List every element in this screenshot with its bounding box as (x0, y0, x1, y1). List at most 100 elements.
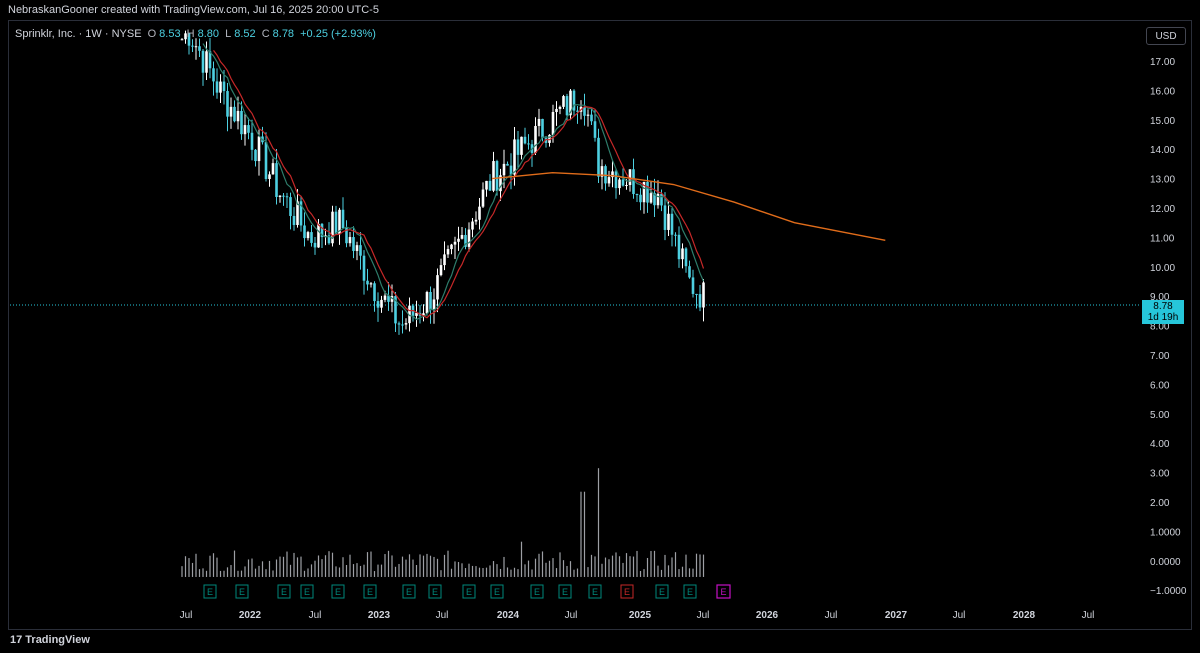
volume-bar (373, 571, 376, 577)
candle-body (383, 295, 387, 300)
candle-body (422, 313, 425, 316)
candle-body (618, 179, 621, 189)
candle-body (229, 106, 233, 117)
candle-body (240, 110, 243, 135)
candle-body (677, 234, 681, 260)
y-tick-label: 12.00 (1150, 204, 1175, 215)
earnings-marker (462, 584, 476, 599)
candle-body (373, 283, 376, 302)
volume-bar (422, 555, 425, 577)
candlesticks (180, 30, 705, 335)
candle-body (597, 137, 600, 177)
earnings-marker (203, 584, 217, 599)
candle-body (663, 205, 667, 230)
candle-body (485, 180, 488, 190)
volume-bar (699, 554, 701, 577)
volume-bar (643, 569, 645, 577)
last-price-value: 8.78 (1153, 301, 1173, 312)
candle-body (306, 232, 310, 239)
candle-body (513, 139, 516, 175)
volume-bar (433, 556, 435, 577)
volume-bar (349, 554, 351, 577)
volume-bar (408, 554, 411, 577)
volume-bar (254, 568, 257, 577)
volume-bar (664, 554, 666, 577)
chart-frame[interactable] (8, 20, 1192, 630)
candle-body (359, 245, 362, 256)
volume-bar (695, 553, 698, 577)
earnings-marker (530, 584, 544, 599)
earnings-marker-label: E (466, 587, 472, 597)
candle-body (492, 161, 495, 191)
candle-body (408, 305, 411, 324)
x-tick-label: Jul (697, 610, 710, 621)
volume-bar (601, 563, 603, 577)
earnings-marker-label: E (207, 587, 213, 597)
earnings-marker (331, 584, 345, 599)
earnings-marker (363, 584, 377, 599)
close-value: 8.78 (272, 28, 295, 40)
candle-body (250, 132, 254, 150)
volume-bar (681, 566, 684, 577)
candle-body (404, 323, 408, 325)
earnings-marker-label: E (304, 587, 310, 597)
earnings-marker (300, 584, 314, 599)
candle-body (555, 108, 558, 113)
candle-body (219, 81, 222, 93)
volume-bar (188, 558, 190, 577)
candle-body (341, 209, 345, 229)
volume-bar (531, 569, 533, 577)
volume-bar (384, 554, 386, 577)
candle-body (436, 275, 439, 300)
y-tick-label: 14.00 (1150, 145, 1175, 156)
volume-bar (181, 566, 183, 577)
earnings-marker-label: E (659, 587, 665, 597)
candle-body (390, 296, 394, 302)
tradingview-icon: 17 (10, 634, 26, 646)
open-value: 8.53 (159, 28, 181, 40)
candle-body (632, 169, 635, 195)
candle-body (481, 189, 485, 207)
volume-bar (394, 566, 397, 577)
volume-bar (275, 559, 278, 577)
candle-body (208, 51, 212, 69)
symbol-title: Sprinklr, Inc. · 1W · NYSE (15, 28, 142, 40)
candle-body (688, 266, 691, 278)
earnings-marker-label: E (239, 587, 245, 597)
tradingview-logo[interactable]: 17 TradingView (10, 634, 90, 646)
volume-bar (233, 550, 236, 577)
candle-body (205, 51, 208, 73)
volume-bar (356, 563, 358, 577)
volume-bar (688, 568, 691, 577)
earnings-marker-label: E (534, 587, 540, 597)
candle-body (334, 211, 338, 235)
volume-bar (534, 558, 537, 577)
earnings-marker-label: E (432, 587, 438, 597)
candle-body (415, 312, 418, 316)
candle-body (537, 118, 541, 126)
currency-button[interactable]: USD (1146, 27, 1186, 45)
candle-body (464, 234, 467, 247)
candle-body (660, 193, 663, 206)
volume-bars (181, 468, 705, 577)
volume-bar (219, 570, 222, 577)
volume-bar (482, 568, 484, 577)
volume-bar (636, 550, 638, 577)
volume-bar (499, 568, 502, 577)
candle-body (586, 114, 590, 116)
volume-bar (594, 556, 596, 577)
volume-bar (286, 551, 288, 577)
volume-bar (590, 554, 593, 577)
volume-bar (615, 552, 617, 577)
volume-bar (447, 550, 449, 577)
volume-bar (195, 553, 197, 577)
volume-bar (436, 558, 439, 577)
candle-body (583, 106, 586, 116)
candle-body (387, 295, 390, 302)
candle-body (534, 125, 537, 153)
x-tick-label: Jul (565, 610, 578, 621)
volume-bar (321, 559, 323, 577)
candle-body (527, 143, 530, 145)
